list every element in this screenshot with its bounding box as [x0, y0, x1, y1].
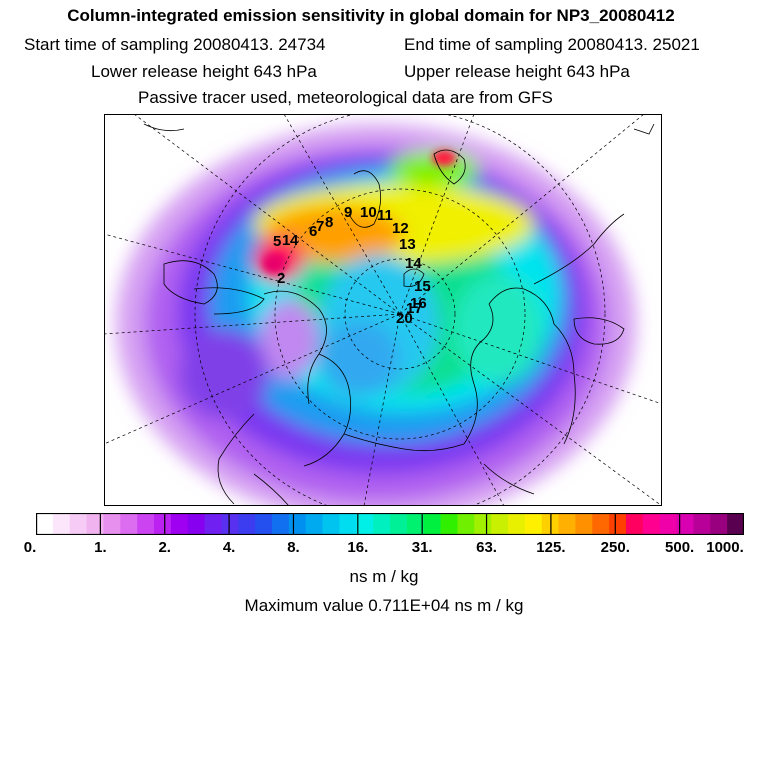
colorbar-swatch: [710, 513, 728, 535]
colorbar-swatch: [642, 513, 661, 535]
upper-release-label: Upper release height 643 hPa: [404, 62, 630, 81]
colorbar-tick-label: 31.: [411, 539, 433, 556]
colorbar-swatch: [103, 513, 121, 535]
tracer-note: Passive tracer used, meteorological data…: [138, 88, 553, 107]
track-label: 13: [399, 236, 416, 253]
track-label: 5: [273, 233, 281, 250]
colorbar-swatch: [575, 513, 593, 535]
colorbar-swatch: [558, 513, 577, 535]
colorbar-swatch: [609, 513, 627, 535]
lower-release-label: Lower release height 643 hPa: [91, 62, 317, 81]
colorbar-swatch: [272, 513, 290, 535]
track-label: 17: [406, 300, 423, 317]
colorbar-swatch: [659, 513, 678, 535]
colorbar-swatch: [288, 513, 307, 535]
colorbar-swatch: [69, 513, 88, 535]
colorbar-swatch: [423, 513, 442, 535]
colorbar-swatch: [373, 513, 391, 535]
track-label: 9: [344, 204, 352, 221]
colorbar-tick-label: 2.: [158, 539, 171, 556]
colorbar-swatch: [626, 513, 644, 535]
track-label: 16: [410, 295, 427, 312]
colorbar-swatch: [457, 513, 475, 535]
colorbar-swatch: [86, 513, 105, 535]
colorbar-swatch: [727, 513, 744, 535]
colorbar-unit: ns m / kg: [349, 567, 419, 586]
colorbar-tick-label: 500.: [665, 539, 695, 556]
colorbar-swatch: [52, 513, 71, 535]
colorbar-swatch: [187, 513, 206, 535]
colorbar-swatch: [170, 513, 189, 535]
end-time-label: End time of sampling 20080413. 25021: [404, 35, 700, 54]
colorbar-tick-label: 1.: [94, 539, 107, 556]
track-label: 15: [414, 278, 431, 295]
trajectory-labels: 5 6 7 8 9 10 11 12 13 14 15 16 2 20 1 4 …: [273, 204, 431, 327]
coastlines: [143, 123, 655, 506]
colorbar-swatch: [390, 513, 408, 535]
colorbar-tick-label: 4.: [222, 539, 236, 556]
track-label: 20: [396, 310, 413, 327]
colorbar-swatch: [120, 513, 138, 535]
colorbar-border: [36, 513, 744, 535]
colorbar-swatch: [339, 513, 357, 535]
colorbar-swatch: [36, 513, 54, 535]
sensitivity-map: 5 6 7 8 9 10 11 12 13 14 15 16 2 20 1 4 …: [104, 114, 662, 506]
colorbar-swatch: [204, 513, 223, 535]
track-label: 1: [282, 232, 290, 249]
colorbar-swatch: [524, 513, 543, 535]
colorbar-swatch: [305, 513, 324, 535]
track-label: 14: [405, 255, 422, 272]
colorbar: [36, 513, 744, 535]
sensitivity-field: [116, 124, 636, 506]
colorbar-tick-label: 63.: [476, 539, 497, 556]
colorbar-swatch: [676, 513, 695, 535]
colorbar-swatch: [356, 513, 374, 535]
start-time-label: Start time of sampling 20080413. 24734: [24, 35, 326, 54]
colorbar-tick-label: 16.: [347, 539, 369, 556]
track-label: 6: [309, 223, 317, 240]
colorbar-tick-label: 1000.: [706, 539, 744, 556]
colorbar-swatch: [238, 513, 256, 535]
colorbar-swatch: [154, 513, 172, 535]
colorbar-swatch: [406, 513, 425, 535]
colorbar-tick-label: 8.: [287, 539, 300, 556]
graticule: [104, 114, 662, 506]
track-label: 4: [290, 232, 299, 249]
track-label: 2: [277, 270, 285, 287]
track-label: 10: [360, 204, 377, 221]
colorbar-swatch: [508, 513, 526, 535]
colorbar-swatch: [693, 513, 711, 535]
track-label: 11: [377, 207, 393, 224]
colorbar-swatch: [491, 513, 509, 535]
track-label: 7: [316, 218, 324, 235]
plot-title: Column-integrated emission sensitivity i…: [67, 6, 675, 25]
colorbar-swatch: [137, 513, 155, 535]
colorbar-tick-label: 0.: [23, 539, 37, 556]
colorbar-swatch: [221, 513, 239, 535]
colorbar-swatch: [592, 513, 610, 535]
colorbar-swatch: [322, 513, 341, 535]
colorbar-tick-label: 250.: [600, 539, 630, 556]
track-label: 12: [392, 220, 409, 237]
colorbar-swatch: [440, 513, 459, 535]
track-label: 8: [325, 214, 333, 231]
colorbar-swatch: [474, 513, 492, 535]
colorbar-swatch: [255, 513, 273, 535]
map-frame: [104, 114, 662, 506]
colorbar-tick-label: 125.: [536, 539, 566, 556]
maximum-value: Maximum value 0.711E+04 ns m / kg: [244, 596, 524, 615]
